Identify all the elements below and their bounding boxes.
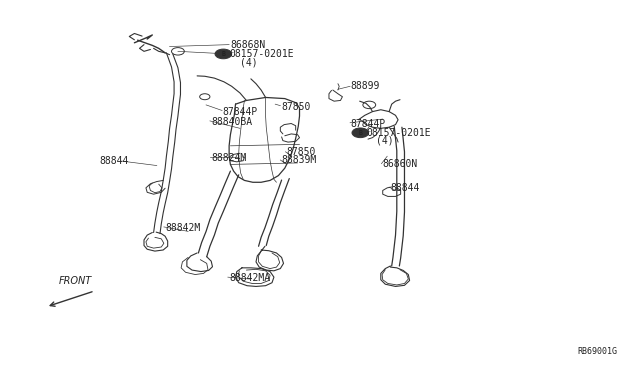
Text: RB69001G: RB69001G (578, 347, 618, 356)
Circle shape (215, 49, 232, 59)
Text: (4): (4) (240, 57, 258, 67)
Text: 88840BA: 88840BA (211, 117, 252, 127)
Text: 88824M: 88824M (211, 153, 246, 163)
Text: B: B (221, 51, 225, 57)
Text: 86860N: 86860N (383, 160, 418, 169)
Text: 88899: 88899 (351, 81, 380, 91)
Text: 88839M: 88839M (282, 155, 317, 165)
Text: 87844P: 87844P (351, 119, 386, 128)
Text: 86868N: 86868N (230, 40, 266, 49)
Text: 88842MA: 88842MA (229, 273, 270, 283)
Text: 88844: 88844 (99, 156, 129, 166)
Circle shape (352, 128, 369, 138)
Text: B: B (358, 130, 362, 136)
Text: 08157-0201E: 08157-0201E (366, 128, 431, 138)
Text: 87850: 87850 (287, 147, 316, 157)
Text: 88844: 88844 (390, 183, 420, 193)
Text: FRONT: FRONT (59, 276, 92, 286)
Text: 87850: 87850 (282, 102, 311, 112)
Text: 08157-0201E: 08157-0201E (229, 49, 294, 59)
Text: 88842M: 88842M (165, 223, 200, 233)
Text: (4): (4) (376, 136, 394, 146)
Text: 87844P: 87844P (223, 107, 258, 116)
